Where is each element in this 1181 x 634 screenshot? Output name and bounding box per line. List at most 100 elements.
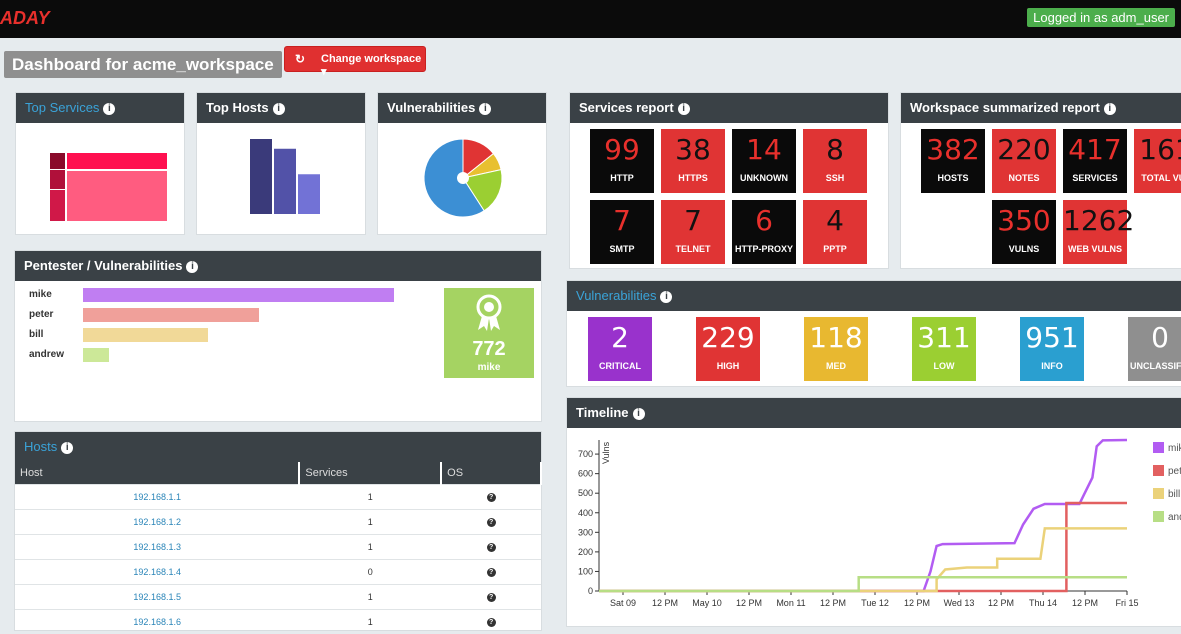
stat-tile-critical[interactable]: 2 CRITICAL (588, 317, 652, 381)
pentester-header: Pentester / Vulnerabilities i (15, 251, 541, 281)
info-icon[interactable]: i (660, 291, 673, 303)
stat-tile-pptp[interactable]: 4 PPTP (803, 200, 867, 264)
app-logo[interactable]: ADAY (0, 8, 50, 28)
x-tick-label: 12 PM (820, 598, 846, 608)
top-services-title[interactable]: Top Services (25, 100, 100, 115)
stat-tile-hosts[interactable]: 382 HOSTS (921, 129, 985, 193)
top-pentester-card[interactable]: 772 mike (444, 288, 534, 378)
series-line-mike[interactable] (599, 438, 1128, 593)
legend-swatch[interactable] (1153, 465, 1164, 476)
column-header-os[interactable]: OS (441, 462, 542, 484)
host-ip-link[interactable]: 192.168.1.2 (15, 508, 300, 534)
pentester-name: mike (29, 289, 52, 300)
legend-swatch[interactable] (1153, 488, 1164, 499)
x-tick-label: 12 PM (1072, 598, 1098, 608)
treemap-cell[interactable] (67, 153, 167, 169)
host-ip-link[interactable]: 192.168.1.5 (15, 583, 300, 609)
x-tick-label: Mon 11 (776, 598, 805, 608)
stat-value: 8 (826, 133, 844, 166)
pentester-bar[interactable] (83, 308, 259, 322)
legend-swatch[interactable] (1153, 511, 1164, 522)
host-os-cell: ? (441, 483, 541, 509)
stat-tile-http[interactable]: 99 HTTP (590, 129, 654, 193)
stat-tile-high[interactable]: 229 HIGH (696, 317, 760, 381)
host-bar[interactable] (298, 174, 320, 214)
info-icon[interactable]: i (677, 103, 690, 115)
x-tick-label: 12 PM (652, 598, 678, 608)
legend-label: andrew (1168, 512, 1181, 523)
table-row[interactable]: 192.168.1.1 1? (15, 483, 541, 509)
pentester-bar[interactable] (83, 348, 109, 362)
info-icon[interactable]: i (103, 103, 116, 115)
host-ip-link[interactable]: 192.168.1.1 (15, 483, 300, 509)
host-ip-link[interactable]: 192.168.1.4 (15, 558, 300, 584)
page-title: Dashboard for acme_workspace (4, 51, 282, 78)
treemap-cell[interactable] (50, 170, 65, 189)
treemap-cell[interactable] (50, 190, 65, 221)
stat-tile-telnet[interactable]: 7 TELNET (661, 200, 725, 264)
host-bar[interactable] (274, 148, 296, 214)
stat-tile-services[interactable]: 417 SERVICES (1063, 129, 1127, 193)
stat-value: 350 (997, 204, 1051, 237)
y-tick-label: 400 (578, 508, 593, 518)
x-tick-label: Wed 13 (944, 598, 975, 608)
table-row[interactable]: 192.168.1.3 1? (15, 533, 541, 559)
stat-tile-http-proxy[interactable]: 6 HTTP-PROXY (732, 200, 796, 264)
workspace-report-panel: Workspace summarized report i 382 HOSTS 220… (900, 92, 1181, 269)
y-tick-label: 700 (578, 449, 593, 459)
series-line-bill[interactable] (599, 527, 1127, 593)
host-ip-link[interactable]: 192.168.1.6 (15, 608, 300, 634)
stat-value: 118 (809, 321, 863, 354)
services-report-title: Services report (579, 100, 674, 115)
stat-tile-info[interactable]: 951 INFO (1020, 317, 1084, 381)
stat-tile-low[interactable]: 311 LOW (912, 317, 976, 381)
host-ip-link[interactable]: 192.168.1.3 (15, 533, 300, 559)
stat-tile-smtp[interactable]: 7 SMTP (590, 200, 654, 264)
series-line-andrew[interactable] (599, 576, 1127, 593)
host-bar[interactable] (250, 139, 272, 214)
vulnerabilities-severity-title[interactable]: Vulnerabilities (576, 288, 657, 303)
info-icon[interactable]: i (272, 103, 285, 115)
treemap-cell[interactable] (67, 171, 167, 221)
stat-label: SMTP (609, 244, 635, 254)
stat-tile-notes[interactable]: 220 NOTES (992, 129, 1056, 193)
change-workspace-button[interactable]: ↻ Change workspace ▾ (284, 46, 426, 78)
top-hosts-panel: Top Hosts i (196, 92, 366, 235)
logged-in-badge[interactable]: Logged in as adm_user (1027, 8, 1175, 27)
top-services-panel: Top Services i (15, 92, 185, 235)
pie-slice[interactable] (462, 169, 503, 212)
x-tick-label: Tue 12 (861, 598, 889, 608)
pentester-title: Pentester / Vulnerabilities (24, 258, 183, 273)
info-icon[interactable]: i (632, 408, 645, 420)
column-header-services[interactable]: Services (299, 462, 443, 484)
info-icon[interactable]: i (61, 442, 74, 454)
treemap-cell[interactable] (50, 153, 65, 169)
x-tick-label: 12 PM (988, 598, 1014, 608)
legend-swatch[interactable] (1153, 442, 1164, 453)
stat-tile-total vul[interactable]: 161 TOTAL VUL (1134, 129, 1181, 193)
pie-slice[interactable] (423, 138, 485, 218)
stat-tile-ssh[interactable]: 8 SSH (803, 129, 867, 193)
table-row[interactable]: 192.168.1.6 1? (15, 608, 541, 634)
stat-label: CRITICAL (599, 361, 641, 371)
info-icon[interactable]: i (186, 261, 199, 273)
stat-tile-unclassifie[interactable]: 0 UNCLASSIFIE (1128, 317, 1181, 381)
table-row[interactable]: 192.168.1.4 0? (15, 558, 541, 584)
pentester-bar[interactable] (83, 328, 208, 342)
info-icon[interactable]: i (479, 103, 492, 115)
table-row[interactable]: 192.168.1.2 1? (15, 508, 541, 534)
table-row[interactable]: 192.168.1.5 1? (15, 583, 541, 609)
stat-tile-unknown[interactable]: 14 UNKNOWN (732, 129, 796, 193)
stat-tile-https[interactable]: 38 HTTPS (661, 129, 725, 193)
stat-tile-med[interactable]: 118 MED (804, 317, 868, 381)
stat-label: UNKNOWN (740, 173, 788, 183)
pentester-bar[interactable] (83, 288, 394, 302)
info-icon[interactable]: i (1103, 103, 1116, 115)
hosts-title[interactable]: Hosts (24, 439, 58, 454)
stat-tile-web vulns[interactable]: 1262 WEB VULNS (1063, 200, 1134, 264)
stat-tile-vulns[interactable]: 350 VULNS (992, 200, 1056, 264)
y-tick-label: 500 (578, 488, 593, 498)
timeline-chart: 0 100 200 300 400 500 600 700 Vulns Sat 09 12 PM Ma… (578, 438, 1181, 608)
stat-label: SSH (825, 173, 845, 183)
column-header-host[interactable]: Host (15, 462, 301, 484)
